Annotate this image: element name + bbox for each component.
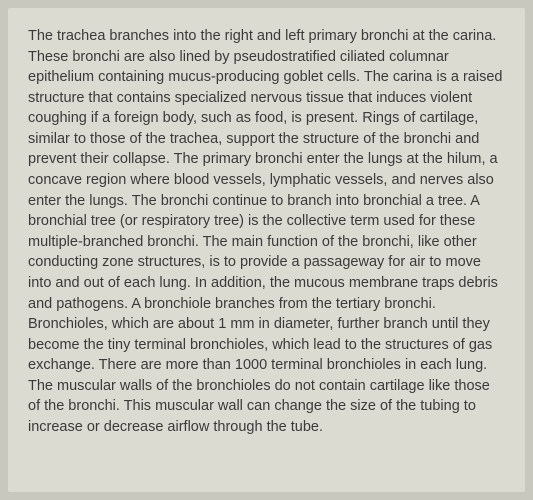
document-card: The trachea branches into the right and …	[8, 8, 525, 492]
body-paragraph: The trachea branches into the right and …	[28, 26, 505, 438]
